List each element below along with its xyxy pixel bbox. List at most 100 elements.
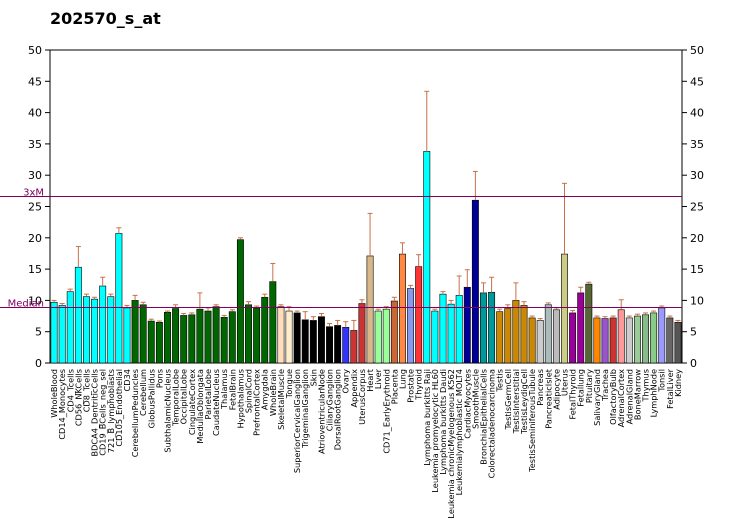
x-tick-label: SalivaryGland: [592, 369, 602, 426]
x-tick-label: CardiacMyocytes: [462, 369, 472, 439]
bar: [658, 307, 666, 364]
bar: [131, 300, 139, 364]
x-tick-label: WholeBrain: [268, 369, 278, 416]
y-tick-label-left: 45: [28, 75, 42, 88]
x-tick-label: Cerebellum: [138, 369, 148, 416]
bar: [196, 308, 204, 364]
x-tick-label: PrefrontalCortex: [252, 369, 262, 436]
bar: [536, 320, 544, 364]
bar: [399, 253, 406, 364]
x-tick-label: Pituitary: [584, 369, 594, 403]
bar: [115, 233, 123, 364]
bar: [342, 327, 350, 364]
bar: [74, 266, 82, 364]
x-tick-label: WholeBlood: [49, 369, 59, 418]
bar: [277, 306, 285, 364]
y-tick-label-left: 50: [28, 44, 42, 57]
x-tick-label: Prostate: [406, 369, 416, 403]
bar: [180, 315, 188, 364]
bar: [326, 326, 333, 364]
x-tick-label: SmoothMuscle: [470, 369, 480, 429]
bar: [334, 325, 342, 364]
bar: [147, 320, 155, 364]
y-tick-label-right: 45: [690, 75, 704, 88]
x-tick-label: ParietalLobe: [203, 369, 213, 419]
bar: [569, 312, 577, 364]
x-tick-label: CD105_Endothelial: [114, 369, 124, 447]
bar: [504, 308, 512, 364]
bar: [382, 308, 390, 364]
x-tick-label: Thalamus: [219, 369, 229, 410]
bar: [544, 304, 552, 364]
x-tick-label: OccipitalLobe: [179, 369, 189, 424]
y-tick-label-right: 10: [690, 294, 704, 307]
bar: [139, 304, 147, 364]
x-tick-label: CD71_EarlyErythroid: [381, 369, 391, 454]
bar: [423, 151, 431, 364]
bar: [431, 310, 439, 364]
bar: [512, 300, 520, 364]
bar: [488, 291, 496, 364]
y-tick-label-right: 15: [690, 263, 704, 276]
x-tick-label: Pancreas: [535, 369, 545, 406]
x-tick-label: Testis: [495, 369, 505, 393]
x-tick-label: PancreaticIslet: [543, 368, 553, 428]
y-tick-label-left: 40: [28, 107, 42, 120]
x-tick-label: CD8_Tcells: [81, 369, 91, 412]
y-tick-label-left: 5: [35, 326, 42, 339]
x-tick-label: TemporalLobe: [171, 369, 181, 427]
x-tick-label: GlobusPallidus: [146, 369, 156, 428]
x-tick-label: CingulateCortex: [187, 369, 197, 435]
x-tick-label: Leukemialymphoblastic MOLT4: [454, 369, 464, 495]
x-tick-label: CD14_Monocytes: [57, 369, 67, 440]
x-tick-label: Thyroid: [414, 369, 424, 401]
bar: [463, 286, 471, 364]
x-tick-label: FetalThyroid: [568, 369, 578, 420]
x-tick-label: Fetallung: [576, 369, 586, 407]
bar: [301, 319, 309, 364]
x-tick-label: Amygdala: [260, 369, 270, 410]
bar: [50, 301, 58, 364]
bar: [172, 308, 180, 364]
bar: [107, 296, 115, 364]
x-tick-label: AdrenalGland: [624, 369, 634, 424]
bar: [269, 281, 277, 364]
y-tick-label-right: 25: [690, 201, 704, 214]
y-tick-label-right: 20: [690, 232, 704, 245]
bar: [253, 307, 261, 364]
x-tick-label: Kidney: [673, 369, 683, 397]
bar: [650, 312, 658, 364]
bar: [633, 315, 641, 364]
x-tick-label: BoneMarrow: [632, 369, 642, 420]
bar: [309, 320, 317, 364]
bar: [91, 298, 99, 364]
y-tick-label-left: 15: [28, 263, 42, 276]
bar: [471, 199, 479, 364]
x-tick-label: CD34: [122, 369, 132, 391]
bar: [439, 293, 447, 364]
x-tick-label: Lymphoma burkitts Raji: [422, 369, 432, 466]
bar: [220, 317, 228, 364]
bar: [123, 307, 131, 364]
x-tick-label: AdrenalCortex: [616, 369, 626, 428]
bar: [609, 317, 617, 364]
bar: [585, 283, 593, 364]
bar: [164, 311, 171, 364]
y-tick-label-right: 5: [690, 326, 697, 339]
y-tick-label-left: 20: [28, 232, 42, 245]
x-tick-label: Lymphoma burkitts Daudi: [438, 369, 448, 475]
x-tick-label: Liver: [373, 368, 383, 389]
x-tick-label: CD4_Tcells: [65, 369, 75, 412]
bar: [99, 285, 107, 364]
bar: [155, 322, 163, 364]
bar: [188, 314, 196, 364]
x-tick-label: CiliaryGanglion: [325, 369, 335, 431]
y-tick-label-left: 30: [28, 169, 42, 182]
x-tick-label: UterusCorpus: [357, 369, 367, 425]
x-tick-label: Adipocyte: [551, 369, 561, 410]
bar: [317, 316, 325, 364]
bar: [212, 306, 220, 364]
x-tick-label: TestisSeminiferousTubule: [527, 369, 537, 473]
y-tick-label-right: 35: [690, 138, 704, 151]
bar: [528, 317, 536, 364]
